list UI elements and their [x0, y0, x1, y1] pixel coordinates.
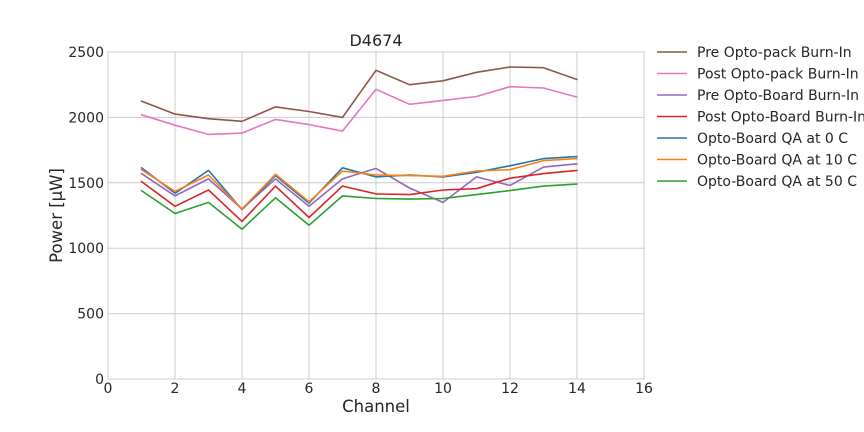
chart-title: D4674 [349, 31, 402, 50]
series-line-4 [140, 169, 578, 223]
x-tick-label: 4 [238, 381, 247, 397]
x-tick-label: 12 [501, 381, 519, 397]
y-tick-label: 0 [95, 372, 104, 388]
x-tick-label: 10 [434, 381, 452, 397]
y-axis-title: Power [μW] [47, 168, 66, 263]
y-tick-label: 500 [77, 307, 104, 323]
series-line-6 [140, 157, 578, 210]
legend-label: Post Opto-Board Burn-In [697, 110, 864, 126]
legend-item: Pre Opto-Board Burn-In [657, 88, 859, 104]
legend-item: Pre Opto-pack Burn-In [657, 45, 852, 61]
x-tick-label: 14 [568, 381, 586, 397]
y-tick-label: 2500 [68, 45, 104, 61]
series-lines [140, 66, 578, 230]
series-line-1 [140, 66, 578, 123]
legend-item: Opto-Board QA at 50 C [657, 174, 857, 190]
axis-tick-labels: 0 2 4 6 8 10 12 14 16 0 500 1000 1500 2000 2500 [68, 45, 653, 397]
legend-label: Pre Opto-pack Burn-In [697, 45, 852, 61]
legend-label: Opto-Board QA at 50 C [697, 174, 857, 190]
x-tick-label: 8 [372, 381, 381, 397]
y-tick-label: 1000 [68, 241, 104, 257]
legend-item: Post Opto-Board Burn-In [657, 110, 864, 126]
legend-item: Opto-Board QA at 0 C [657, 131, 848, 147]
plot-frame [107, 51, 645, 380]
series-line-2 [140, 85, 578, 136]
x-tick-label: 6 [305, 381, 314, 397]
legend-item: Opto-Board QA at 10 C [657, 153, 857, 169]
legend-label: Opto-Board QA at 0 C [697, 131, 848, 147]
legend-label: Opto-Board QA at 10 C [697, 153, 857, 169]
series-line-7 [140, 183, 578, 230]
x-axis-title: Channel [342, 397, 410, 416]
legend-label: Pre Opto-Board Burn-In [697, 88, 859, 104]
y-tick-label: 1500 [68, 176, 104, 192]
grid-lines [107, 51, 645, 380]
legend-item: Post Opto-pack Burn-In [657, 67, 859, 83]
x-tick-label: 0 [104, 381, 113, 397]
x-tick-label: 2 [171, 381, 180, 397]
y-tick-label: 2000 [68, 110, 104, 126]
legend-label: Post Opto-pack Burn-In [697, 67, 859, 83]
x-tick-label: 16 [635, 381, 653, 397]
legend: Pre Opto-pack Burn-In Post Opto-pack Burn… [657, 45, 864, 190]
